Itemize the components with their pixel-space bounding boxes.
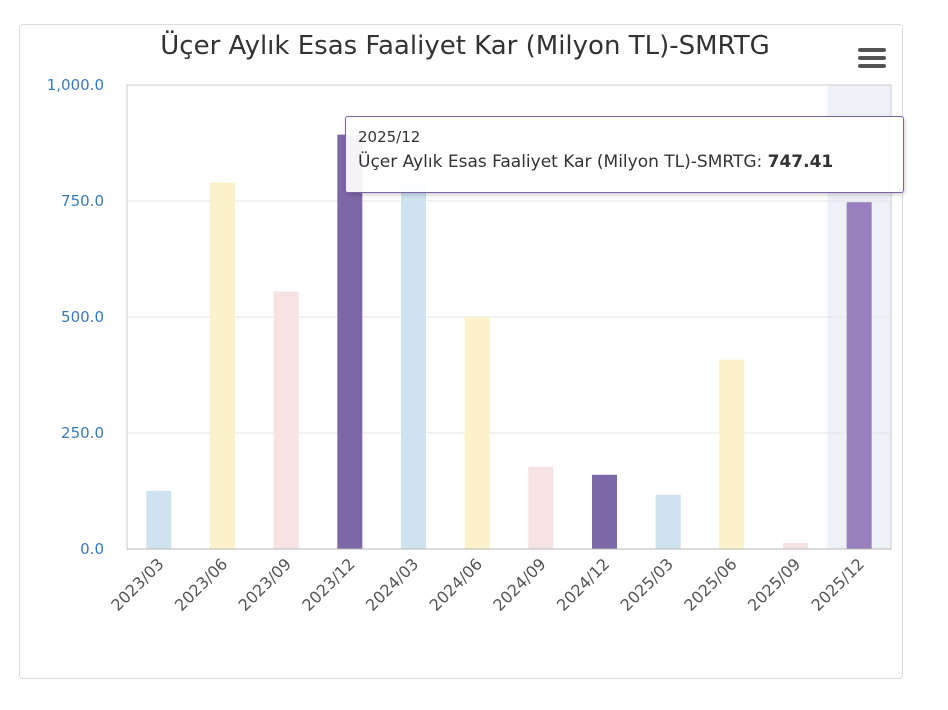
chart-tooltip: 2025/12 Üçer Aylık Esas Faaliyet Kar (Mi… [345,116,904,193]
x-tick-label: 2025/03 [617,554,677,614]
x-tick-label: 2023/03 [107,554,167,614]
x-tick-label: 2023/12 [298,554,358,614]
x-tick-label: 2025/09 [744,554,804,614]
x-tick-label: 2024/12 [553,554,613,614]
bar-2025-12 [846,202,872,549]
x-tick-label: 2023/06 [171,554,231,614]
bar-2025-06 [719,359,745,549]
tooltip-value: 747.41 [767,152,834,172]
bar-2024-06 [464,317,490,549]
tooltip-header: 2025/12 [358,128,421,146]
x-tick-label: 2025/06 [680,554,740,614]
bar-2023-12 [337,134,363,549]
bar-2023-03 [146,491,172,549]
x-tick-label: 2023/09 [235,554,295,614]
x-tick-label: 2025/12 [808,554,868,614]
bar-2025-03 [655,494,681,549]
y-tick-label: 1,000.0 [47,76,104,94]
hamburger-menu-icon[interactable] [858,48,886,70]
x-tick-label: 2024/09 [489,554,549,614]
y-tick-label: 250.0 [61,424,104,442]
x-tick-label: 2024/06 [426,554,486,614]
bar-2023-09 [273,291,299,549]
x-tick-label: 2024/03 [362,554,422,614]
chart-title: Üçer Aylık Esas Faaliyet Kar (Milyon TL)… [160,31,770,61]
y-tick-label: 0.0 [80,540,104,558]
bar-2024-03 [401,182,426,549]
bar-2025-09 [783,542,808,549]
tooltip-line: Üçer Aylık Esas Faaliyet Kar (Milyon TL)… [358,152,903,172]
tooltip-series-label: Üçer Aylık Esas Faaliyet Kar (Milyon TL)… [358,152,768,172]
bar-2024-12 [592,474,617,549]
bar-2023-06 [210,182,235,549]
y-tick-label: 500.0 [61,308,104,326]
y-tick-label: 750.0 [61,192,104,210]
bar-2024-09 [528,466,554,549]
